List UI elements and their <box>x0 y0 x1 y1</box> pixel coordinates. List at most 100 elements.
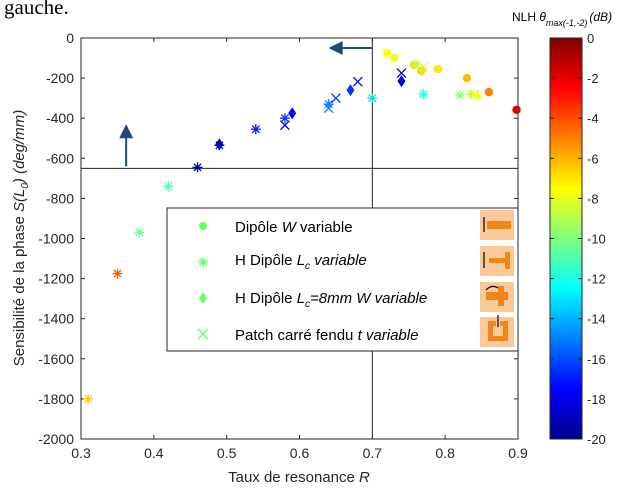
asterisk-stroke <box>251 125 260 134</box>
data-markers <box>83 48 521 404</box>
legend-label: Dipôle W variable <box>235 219 353 236</box>
y-tick-label: -200 <box>46 70 74 86</box>
x-stroke <box>396 68 407 79</box>
h-dipole-icon <box>489 258 507 263</box>
data-point-diamond <box>215 138 224 151</box>
data-point-diamond <box>346 84 355 97</box>
y-tick-label: -400 <box>46 110 74 126</box>
header-fragment: gauche. <box>4 0 69 19</box>
y-tick-label: -1200 <box>38 271 74 287</box>
asterisk-stroke <box>164 182 173 191</box>
data-point-asterisk <box>472 91 483 102</box>
data-point-asterisk <box>454 90 465 101</box>
asterisk-stroke <box>113 269 122 278</box>
data-point-asterisk <box>112 268 123 279</box>
data-point-asterisk <box>83 393 94 404</box>
data-point-asterisk <box>367 93 378 104</box>
legend-box <box>166 207 519 352</box>
data-point-circle <box>382 48 392 58</box>
asterisk-stroke <box>411 60 421 69</box>
data-point-circle <box>433 64 443 74</box>
data-point-circle <box>484 87 494 97</box>
legend-marker-circle <box>199 222 207 230</box>
asterisk-stroke <box>193 163 202 172</box>
colorbar-tick-label: -16 <box>587 352 606 367</box>
x-tick-label: 0.5 <box>217 445 237 461</box>
colorbar-tick-label: -4 <box>587 111 599 126</box>
data-point-circle <box>389 53 399 63</box>
x-tick-label: 0.6 <box>290 445 310 461</box>
colorbar-tick-label: -6 <box>587 151 599 166</box>
y-tick-label: -800 <box>46 190 74 206</box>
data-point-asterisk <box>134 227 145 238</box>
data-point-asterisk <box>192 162 203 173</box>
h-dipole-8mm-icon <box>486 292 508 300</box>
x-stroke <box>418 62 429 73</box>
x-stroke <box>352 76 363 87</box>
data-point-x <box>279 120 290 131</box>
legend-label: H Dipôle Lc variable <box>235 252 367 272</box>
legend-entry-dipole-w: Dipôle W variable <box>199 210 514 240</box>
asterisk-stroke <box>368 94 377 103</box>
asterisk-stroke <box>455 91 464 100</box>
x-stroke <box>330 93 341 104</box>
y-tick-label: -1400 <box>38 311 74 327</box>
asterisk-stroke <box>419 90 428 99</box>
legend-entry-h-dipole-lc-8mm: H Dipôle Lc=8mm W variable <box>199 282 514 312</box>
legend: Dipôle W variable H Dipôle Lc variable H… <box>166 207 519 352</box>
y-tick-label: -600 <box>46 150 74 166</box>
colorbar-tick-label: -14 <box>587 312 606 327</box>
x-tick-label: 0.7 <box>363 445 383 461</box>
asterisk-stroke <box>84 394 93 403</box>
data-point-circle <box>512 105 521 114</box>
colorbar-title: NLH θmax(-1,-2) (dB) <box>512 10 612 28</box>
data-point-diamond <box>288 107 297 120</box>
legend-marker-asterisk <box>198 257 208 267</box>
asterisk-stroke <box>466 90 475 99</box>
colorbar-tick-label: -18 <box>587 392 606 407</box>
colorbar-tick-label: -10 <box>587 232 606 247</box>
legend-entry-h-dipole-lc: H Dipôle Lc variable <box>198 246 514 276</box>
colorbar-tick-label: -8 <box>587 191 599 206</box>
x-axis-label: Taux de resonance R <box>228 469 370 486</box>
y-tick-label: -2000 <box>38 431 74 447</box>
y-tick-label: -1000 <box>38 231 74 247</box>
x-tick-label: 0.9 <box>508 445 528 461</box>
arrows <box>119 41 373 167</box>
y-tick-label: 0 <box>66 30 74 46</box>
data-point-x <box>330 93 341 104</box>
colorbar-axis: 0 -2 -4 -6 -8 -10 -12 -14 -16 -18 -20 <box>550 31 606 447</box>
data-point-circle <box>416 66 426 76</box>
x-tick-label: 0.4 <box>144 445 164 461</box>
data-point-asterisk <box>411 59 422 70</box>
data-point-asterisk <box>418 89 429 100</box>
data-point-asterisk <box>163 181 174 192</box>
arrow-icon <box>485 285 499 291</box>
x-axis: 0.3 0.4 0.5 0.6 0.7 0.8 0.9 <box>71 38 528 461</box>
colorbar <box>549 37 583 440</box>
x-tick-label: 0.8 <box>435 445 455 461</box>
arrow-up-icon <box>119 124 134 139</box>
asterisk-stroke <box>473 92 483 101</box>
x-tick-label: 0.3 <box>71 445 91 461</box>
x-stroke <box>469 89 480 100</box>
colorbar-tick-label: -12 <box>587 272 606 287</box>
data-point-circle <box>462 73 472 83</box>
data-point-asterisk <box>250 124 261 135</box>
data-point-x <box>323 103 334 114</box>
y-tick-label: -1800 <box>38 391 74 407</box>
data-point-diamond <box>397 75 406 88</box>
arrow-left-icon <box>328 41 343 56</box>
x-stroke <box>279 120 290 131</box>
legend-marker-diamond <box>199 292 207 304</box>
data-point-x <box>469 89 480 100</box>
colorbar-tick-label: 0 <box>587 31 594 46</box>
colorbar-tick-label: -20 <box>587 432 606 447</box>
asterisk-stroke <box>135 228 144 237</box>
y-axis: 0 -200 -400 -600 -800 -1000 -1200 -1400 -1600 -18… <box>38 30 518 447</box>
y-axis-label: Sensibilité de la phase S(L0) (deg/mm) <box>11 110 31 367</box>
dipole-icon <box>487 221 511 229</box>
data-point-x <box>352 76 363 87</box>
y-tick-label: -1600 <box>38 351 74 367</box>
